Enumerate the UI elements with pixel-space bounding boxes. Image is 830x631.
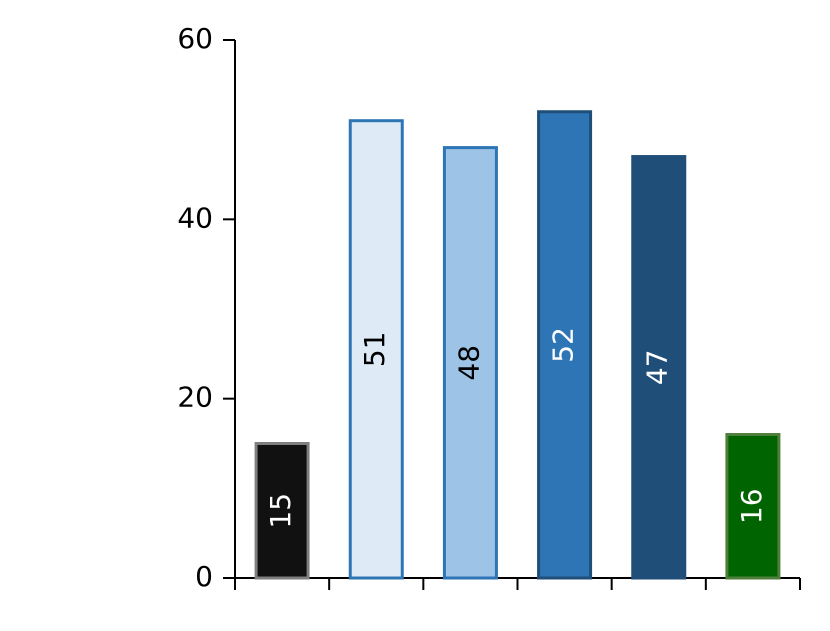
- bar: [442, 146, 498, 580]
- y-tick-label: 40: [177, 201, 213, 234]
- data-label: 51: [358, 332, 391, 368]
- data-label: 16: [735, 488, 768, 524]
- y-tick-label: 0: [195, 560, 213, 593]
- bar: [725, 433, 781, 580]
- y-tick-label: 20: [177, 381, 213, 414]
- data-label: 48: [452, 345, 485, 381]
- data-label: 52: [547, 327, 580, 363]
- bar: [631, 155, 687, 580]
- bar: [348, 119, 404, 580]
- data-label: 15: [264, 493, 297, 529]
- bar: [254, 442, 310, 580]
- data-label: 47: [641, 349, 674, 385]
- bar: [537, 110, 593, 580]
- y-tick-label: 60: [177, 22, 213, 55]
